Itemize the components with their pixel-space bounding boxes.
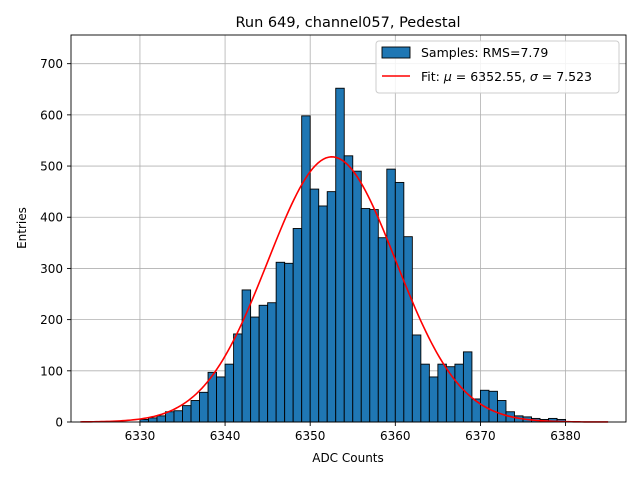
y-tick-label: 500 xyxy=(40,160,63,174)
histogram-bar xyxy=(284,262,294,423)
y-tick-label: 100 xyxy=(40,364,63,378)
histogram-bar xyxy=(148,417,158,423)
histogram-bar xyxy=(326,191,337,423)
histogram-bar xyxy=(156,415,166,423)
legend-hist-swatch xyxy=(381,46,411,59)
y-ticks: 0 100 200 300 400 500 600 700 xyxy=(40,57,71,430)
histogram-bar xyxy=(199,391,209,423)
plot-area: 6330 6340 6350 6360 6370 6380 0 100 200 300 400 50… xyxy=(40,34,627,443)
histogram-bar xyxy=(394,181,405,423)
x-tick-label: 6330 xyxy=(125,429,156,443)
x-axis-label: ADC Counts xyxy=(312,451,384,465)
x-tick-label: 6380 xyxy=(550,429,581,443)
legend-fit-sigma-symbol: σ xyxy=(530,69,539,84)
histogram-bar xyxy=(190,400,200,423)
histogram-bar xyxy=(420,363,430,423)
histogram-bar xyxy=(360,208,371,423)
x-tick-label: 6360 xyxy=(380,429,411,443)
histogram-bar xyxy=(292,228,303,423)
fit-curve xyxy=(80,156,609,423)
legend-fit-prefix: Fit: xyxy=(421,69,444,84)
legend-fit-sigma-value: = 7.523 xyxy=(538,69,592,84)
histogram-bar xyxy=(403,236,413,423)
histogram-bar xyxy=(233,333,243,423)
histogram-bar xyxy=(309,188,320,423)
y-tick-label: 400 xyxy=(40,211,63,225)
y-tick-label: 700 xyxy=(40,57,63,71)
histogram-bar xyxy=(411,334,422,423)
legend: Samples: RMS=7.79 Fit: μ = 6352.55, σ = … xyxy=(375,40,620,94)
histogram-bar xyxy=(267,302,277,423)
x-tick-label: 6340 xyxy=(210,429,241,443)
legend-box xyxy=(375,40,620,94)
histogram-bar xyxy=(488,390,498,423)
y-tick-label: 300 xyxy=(40,262,63,276)
x-tick-label: 6370 xyxy=(465,429,496,443)
legend-fit-mu-value: = 6352.55, xyxy=(452,69,530,84)
histogram-bar xyxy=(224,363,235,423)
histogram-bar xyxy=(497,400,507,423)
histogram-bar xyxy=(428,376,439,423)
histogram-bar xyxy=(462,351,473,423)
y-axis-label: Entries xyxy=(15,207,29,249)
chart-title: Run 649, channel057, Pedestal xyxy=(235,15,460,31)
y-tick-label: 0 xyxy=(55,416,63,430)
histogram-bar xyxy=(343,155,354,423)
histogram-bar xyxy=(173,410,183,423)
histogram-bar xyxy=(352,170,362,423)
plot-frame xyxy=(70,34,627,423)
histogram-bar xyxy=(275,261,286,423)
histogram-bars xyxy=(139,87,567,423)
histogram-bar xyxy=(386,168,396,423)
histogram-bar xyxy=(182,405,192,423)
x-tick-label: 6350 xyxy=(295,429,326,443)
histogram-bar xyxy=(216,376,226,423)
y-tick-label: 200 xyxy=(40,313,63,327)
x-ticks: 6330 6340 6350 6360 6370 6380 xyxy=(125,422,581,443)
legend-fit-label: Fit: μ = 6352.55, σ = 7.523 xyxy=(421,69,592,84)
histogram-bar xyxy=(318,205,328,423)
legend-fit-mu-symbol: μ xyxy=(443,69,452,84)
histogram-bar xyxy=(258,304,269,423)
y-tick-label: 600 xyxy=(40,108,63,122)
histogram-bar xyxy=(369,209,379,423)
histogram-bar xyxy=(250,316,260,423)
histogram-bar xyxy=(301,115,311,423)
histogram-bar xyxy=(335,87,345,423)
histogram-bar xyxy=(241,289,252,423)
legend-hist-label: Samples: RMS=7.79 xyxy=(421,45,548,60)
histogram-bar xyxy=(454,363,464,423)
histogram-bar xyxy=(437,363,447,423)
histogram-bar xyxy=(377,237,388,423)
